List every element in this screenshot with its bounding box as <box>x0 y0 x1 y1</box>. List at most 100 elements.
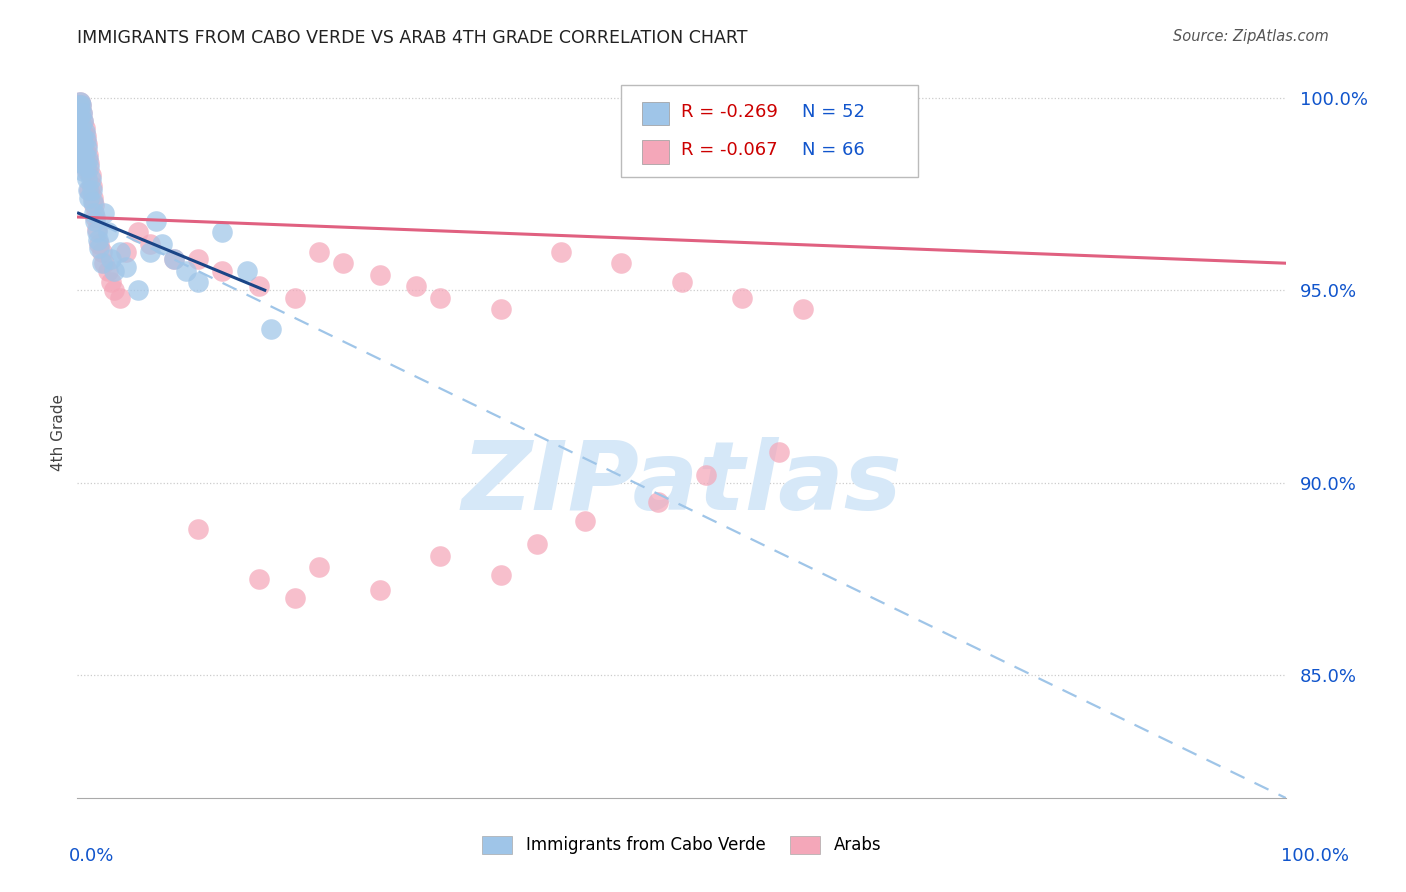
Point <box>150 237 173 252</box>
Point <box>79 191 101 205</box>
Point <box>70 98 93 112</box>
Point <box>72 164 94 178</box>
Point <box>247 279 270 293</box>
Point <box>79 160 101 174</box>
Point <box>79 171 101 186</box>
Point <box>69 129 91 144</box>
Point <box>70 106 93 120</box>
Point <box>79 183 101 197</box>
Point <box>70 98 93 112</box>
Text: R = -0.067: R = -0.067 <box>681 141 778 160</box>
Point <box>84 210 107 224</box>
Point <box>108 291 131 305</box>
Point <box>235 264 257 278</box>
Point <box>100 252 122 267</box>
Point <box>163 252 186 267</box>
Point <box>139 244 162 259</box>
Legend: Immigrants from Cabo Verde, Arabs: Immigrants from Cabo Verde, Arabs <box>478 830 886 860</box>
Point <box>90 256 112 270</box>
Point <box>72 136 94 151</box>
Point <box>103 283 125 297</box>
Text: N = 52: N = 52 <box>801 103 865 120</box>
Point <box>647 495 669 509</box>
Point <box>69 106 91 120</box>
Point <box>84 214 107 228</box>
Point <box>574 514 596 528</box>
FancyBboxPatch shape <box>621 86 918 177</box>
Point <box>67 118 90 132</box>
Point <box>70 153 93 167</box>
Point <box>768 445 790 459</box>
Point <box>79 168 101 182</box>
Point <box>70 118 93 132</box>
Point <box>73 145 96 159</box>
Point <box>429 291 451 305</box>
Point <box>247 572 270 586</box>
Point <box>70 136 93 151</box>
Point <box>671 276 693 290</box>
Point <box>284 591 307 606</box>
Point <box>187 276 209 290</box>
Point <box>550 244 572 259</box>
Point <box>100 276 122 290</box>
Point <box>70 141 93 155</box>
Text: 100.0%: 100.0% <box>1281 847 1348 865</box>
Point <box>695 467 717 482</box>
Point <box>76 136 98 151</box>
Point <box>69 95 91 109</box>
Point <box>72 113 94 128</box>
Text: N = 66: N = 66 <box>801 141 865 160</box>
Point <box>332 256 354 270</box>
Point <box>792 302 814 317</box>
Point <box>187 252 209 267</box>
Point <box>368 583 391 598</box>
Point <box>163 252 186 267</box>
Point <box>70 118 93 132</box>
Point <box>87 241 110 255</box>
Point <box>79 156 101 170</box>
Point <box>72 136 94 151</box>
Point <box>67 110 90 124</box>
Point <box>308 244 330 259</box>
Point <box>114 260 136 274</box>
Point <box>70 106 93 120</box>
Point <box>87 237 110 252</box>
Point <box>73 148 96 162</box>
Point <box>75 133 97 147</box>
Point <box>67 125 90 139</box>
Point <box>82 194 104 209</box>
Point <box>93 206 115 220</box>
Point <box>75 156 97 170</box>
Text: IMMIGRANTS FROM CABO VERDE VS ARAB 4TH GRADE CORRELATION CHART: IMMIGRANTS FROM CABO VERDE VS ARAB 4TH G… <box>77 29 748 47</box>
Point <box>73 121 96 136</box>
Text: R = -0.269: R = -0.269 <box>681 103 778 120</box>
Point <box>69 129 91 144</box>
Point <box>70 156 93 170</box>
Point <box>83 206 105 220</box>
Point <box>127 226 149 240</box>
Point <box>86 221 108 235</box>
Point <box>429 549 451 563</box>
Point <box>86 226 108 240</box>
Point <box>75 160 97 174</box>
Point <box>174 264 197 278</box>
Point <box>211 226 233 240</box>
Point <box>76 141 98 155</box>
Y-axis label: 4th Grade: 4th Grade <box>51 394 66 471</box>
Point <box>77 148 100 162</box>
Point <box>77 153 100 167</box>
Point <box>69 95 91 109</box>
Point <box>114 244 136 259</box>
Text: 0.0%: 0.0% <box>69 847 114 865</box>
Point <box>489 568 512 582</box>
Point <box>67 98 90 112</box>
Point <box>83 198 105 212</box>
Point <box>69 145 91 159</box>
Point <box>70 148 93 162</box>
Point <box>80 179 103 194</box>
Point <box>69 110 91 124</box>
Point <box>67 98 90 112</box>
Point <box>73 125 96 139</box>
Point <box>211 264 233 278</box>
Point <box>108 244 131 259</box>
